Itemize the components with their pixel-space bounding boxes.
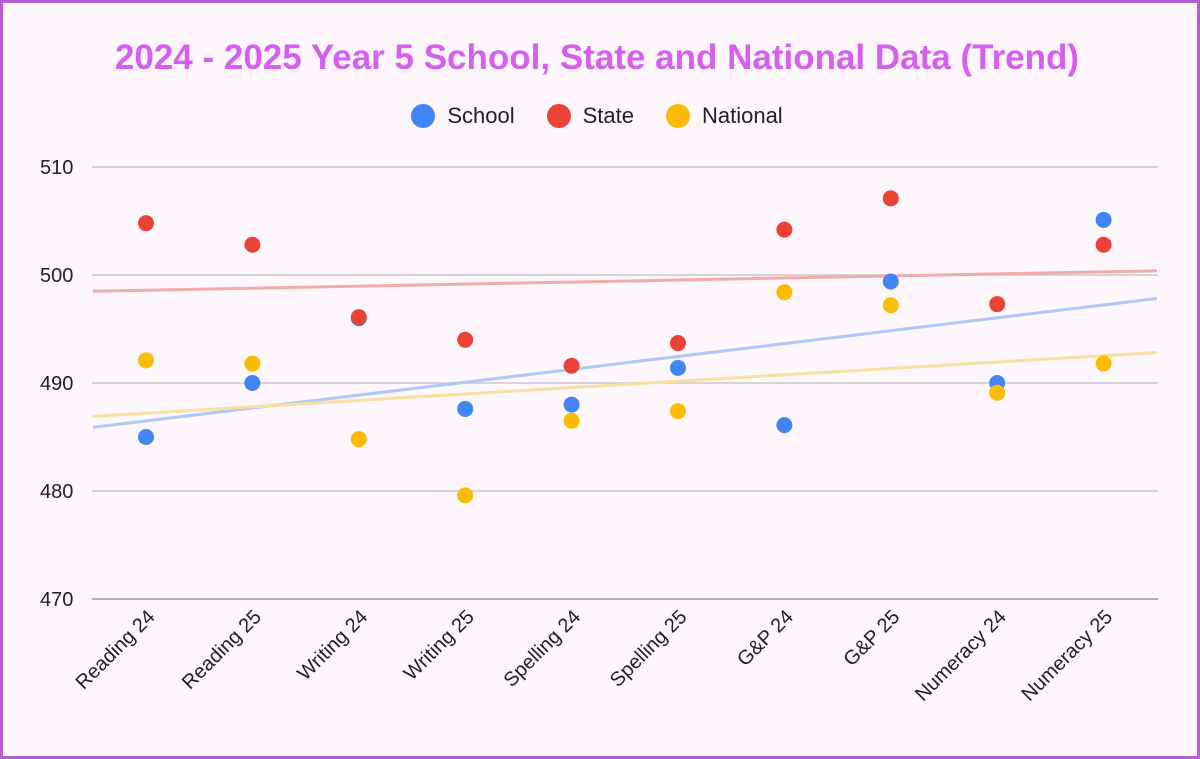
data-point-national: [457, 487, 474, 504]
legend-label-national: National: [701, 103, 783, 128]
data-point-school: [138, 429, 154, 445]
data-point-state: [1095, 236, 1112, 253]
legend-item-state: State: [546, 103, 634, 129]
x-tick-label: G&P 25: [840, 606, 905, 671]
legend-marker-state: [546, 104, 571, 128]
data-point-state: [882, 190, 899, 207]
data-point-school: [670, 359, 686, 376]
data-point-school: [1095, 211, 1112, 228]
data-point-national: [1095, 355, 1112, 372]
y-tick-label: 500: [40, 265, 73, 287]
y-tick-label: 490: [40, 373, 73, 395]
x-tick-label: Numeracy 25: [1017, 606, 1117, 706]
x-tick-label: Writing 24: [293, 606, 372, 685]
chart-legend: School State National: [0, 103, 1194, 129]
data-point-school: [244, 375, 261, 391]
data-point-state: [776, 221, 793, 238]
chart-title: 2024 - 2025 Year 5 School, State and Nat…: [114, 38, 1080, 77]
legend-item-school: School: [411, 103, 515, 129]
y-tick-label: 470: [40, 589, 73, 611]
legend-label-school: School: [447, 103, 515, 128]
data-point-national: [563, 412, 580, 429]
data-point-school: [457, 400, 474, 417]
legend-label-state: State: [582, 103, 634, 128]
data-point-state: [244, 236, 261, 253]
trendline-state: [92, 269, 1157, 293]
data-point-national: [670, 403, 686, 420]
data-point-national: [138, 352, 154, 369]
data-point-state: [989, 296, 1006, 313]
x-tick-label: Spelling 24: [500, 606, 586, 692]
data-point-national: [244, 355, 261, 372]
y-tick-label: 480: [40, 481, 73, 503]
data-point-state: [138, 215, 154, 232]
legend-item-national: National: [665, 103, 783, 129]
data-point-national: [776, 284, 793, 301]
y-tick-label: 510: [40, 157, 73, 179]
data-point-state: [457, 331, 474, 348]
data-point-state: [563, 357, 580, 374]
x-tick-label: Numeracy 24: [911, 606, 1011, 706]
data-point-national: [989, 384, 1006, 401]
x-tick-label: Spelling 25: [606, 606, 692, 692]
data-point-school: [563, 396, 580, 413]
x-tick-label: Writing 25: [400, 606, 479, 685]
data-point-school: [882, 273, 899, 290]
data-point-school: [776, 417, 793, 434]
x-tick-label: G&P 24: [733, 606, 798, 671]
trendline-national: [92, 350, 1157, 418]
x-tick-label: Reading 25: [178, 606, 266, 694]
x-tick-label: Reading 24: [72, 606, 160, 694]
data-point-state: [670, 335, 686, 352]
legend-marker-school: [411, 104, 436, 128]
data-point-state: [350, 309, 367, 326]
data-point-national: [882, 297, 899, 314]
legend-marker-national: [665, 104, 690, 128]
data-point-national: [350, 431, 367, 448]
